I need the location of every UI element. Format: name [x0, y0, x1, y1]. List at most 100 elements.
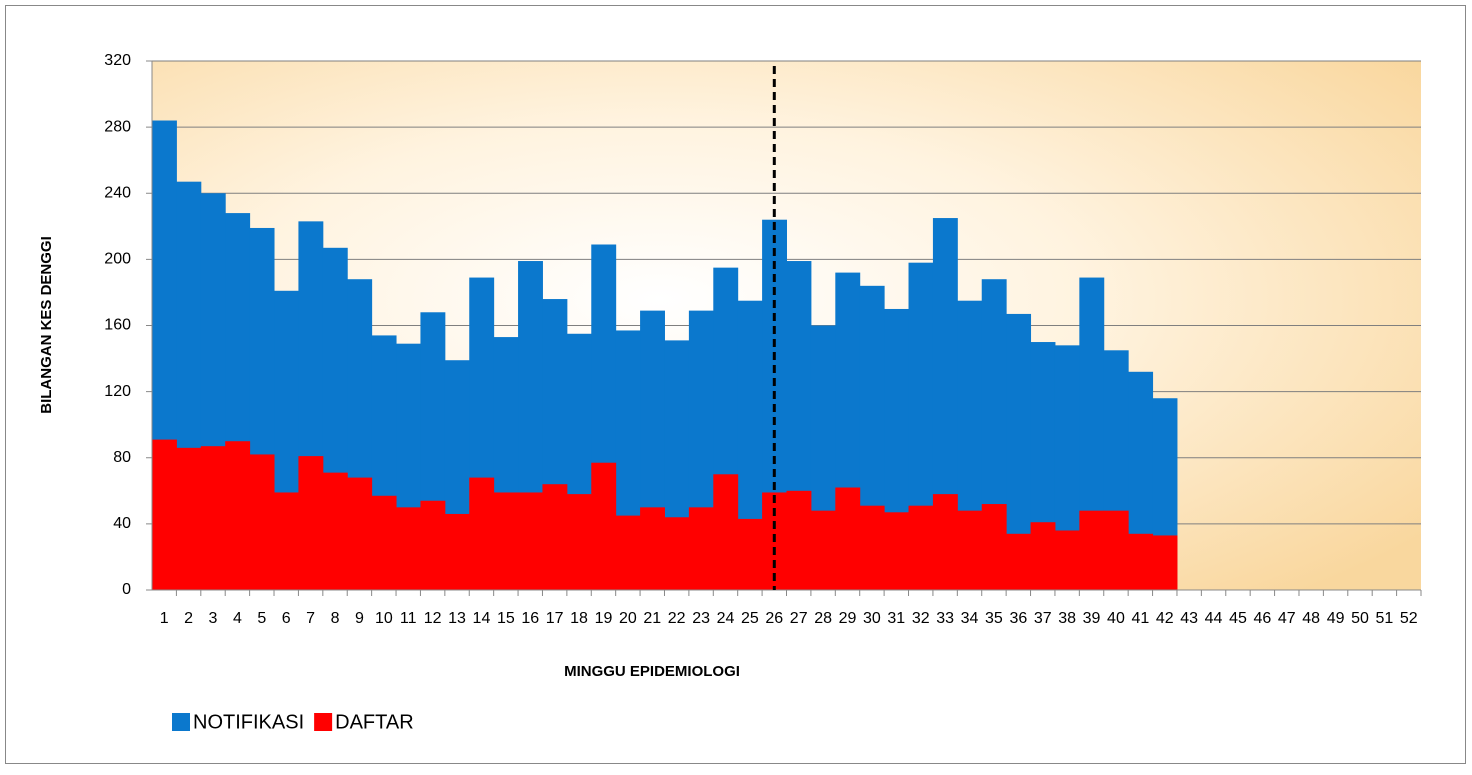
x-tick-label: 41: [1131, 610, 1149, 627]
bar: [274, 492, 299, 590]
x-tick-label: 24: [717, 610, 735, 627]
x-tick-label: 13: [448, 610, 466, 627]
y-tick-label: 160: [104, 317, 131, 334]
x-tick-label: 1: [160, 610, 169, 627]
legend-label: DAFTAR: [335, 711, 414, 733]
x-tick-label: 37: [1034, 610, 1052, 627]
x-tick-label: 12: [424, 610, 442, 627]
x-tick-label: 39: [1083, 610, 1101, 627]
bar: [835, 487, 861, 590]
x-tick-label: 34: [961, 610, 979, 627]
bar: [1128, 533, 1154, 590]
x-tick-label: 32: [912, 610, 930, 627]
x-tick-label: 28: [814, 610, 832, 627]
x-tick-label: 18: [570, 610, 588, 627]
x-tick-label: 6: [282, 610, 291, 627]
bar: [615, 515, 641, 590]
x-tick-label: 40: [1107, 610, 1125, 627]
x-tick-label: 33: [936, 610, 954, 627]
x-tick-label: 7: [306, 610, 315, 627]
x-tick-label: 29: [839, 610, 857, 627]
y-tick-label: 200: [104, 251, 131, 268]
y-tick-label: 320: [104, 52, 131, 69]
x-tick-label: 36: [1009, 610, 1027, 627]
x-tick-label: 50: [1351, 610, 1369, 627]
x-tick-label: 49: [1327, 610, 1345, 627]
bar: [566, 494, 592, 590]
bar: [518, 492, 543, 590]
x-tick-label: 10: [375, 610, 393, 627]
x-tick-label: 23: [692, 610, 710, 627]
bar: [420, 500, 446, 590]
x-tick-label: 22: [668, 610, 686, 627]
legend-label: NOTIFIKASI: [193, 711, 304, 733]
x-tick-label: 25: [741, 610, 759, 627]
x-tick-label: 52: [1400, 610, 1418, 627]
x-tick-label: 47: [1278, 610, 1296, 627]
bar: [664, 517, 690, 590]
bar: [225, 441, 251, 590]
x-tick-label: 38: [1058, 610, 1076, 627]
x-tick-label: 14: [473, 610, 491, 627]
y-tick-label: 0: [122, 581, 131, 598]
x-tick-label: 45: [1229, 610, 1247, 627]
x-tick-label: 19: [595, 610, 613, 627]
bar: [1030, 522, 1056, 590]
x-tick-label: 30: [863, 610, 881, 627]
x-tick-label: 31: [887, 610, 905, 627]
bar: [932, 494, 958, 590]
bar: [737, 518, 763, 590]
x-tick-label: 26: [765, 610, 783, 627]
bar: [640, 507, 665, 590]
legend-swatch: [172, 713, 190, 731]
x-tick-label: 46: [1253, 610, 1271, 627]
bar: [200, 446, 226, 590]
bar: [152, 439, 177, 590]
x-tick-label: 4: [233, 610, 242, 627]
bar: [1079, 510, 1105, 590]
x-tick-label: 11: [400, 610, 417, 627]
bar: [713, 474, 739, 590]
y-tick-label: 40: [113, 515, 131, 532]
bar: [688, 507, 714, 590]
x-tick-label: 9: [355, 610, 364, 627]
x-tick-label: 44: [1205, 610, 1223, 627]
bar: [396, 507, 421, 590]
y-tick-label: 280: [104, 118, 131, 135]
bar: [469, 477, 495, 590]
x-tick-label: 5: [257, 610, 266, 627]
x-tick-label: 3: [209, 610, 218, 627]
bar: [542, 484, 568, 590]
bar: [1152, 535, 1178, 590]
bar: [591, 462, 617, 590]
x-tick-label: 51: [1375, 610, 1393, 627]
x-tick-label: 43: [1180, 610, 1198, 627]
bar: [786, 490, 812, 590]
x-tick-label: 17: [546, 610, 564, 627]
bar: [322, 472, 348, 590]
x-tick-label: 21: [643, 610, 661, 627]
x-tick-label: 15: [497, 610, 515, 627]
bar: [859, 505, 885, 590]
bar: [981, 504, 1007, 590]
bar: [347, 477, 373, 590]
x-tick-label: 20: [619, 610, 637, 627]
bar: [176, 447, 202, 590]
x-axis-title: MINGGU EPIDEMIOLOGI: [564, 663, 740, 680]
y-tick-label: 240: [104, 184, 131, 201]
y-axis-title: BILANGAN KES DENGGI: [38, 236, 55, 414]
legend-swatch: [314, 713, 333, 731]
bar: [1006, 533, 1032, 590]
bar: [810, 510, 836, 590]
bar: [884, 512, 910, 590]
y-tick-label: 80: [113, 449, 131, 466]
x-tick-label: 27: [790, 610, 808, 627]
bar: [298, 456, 324, 590]
bar: [957, 510, 983, 590]
y-tick-label: 120: [104, 383, 131, 400]
x-tick-label: 42: [1156, 610, 1174, 627]
bar: [493, 492, 519, 590]
bar: [371, 495, 397, 590]
x-tick-label: 8: [331, 610, 340, 627]
